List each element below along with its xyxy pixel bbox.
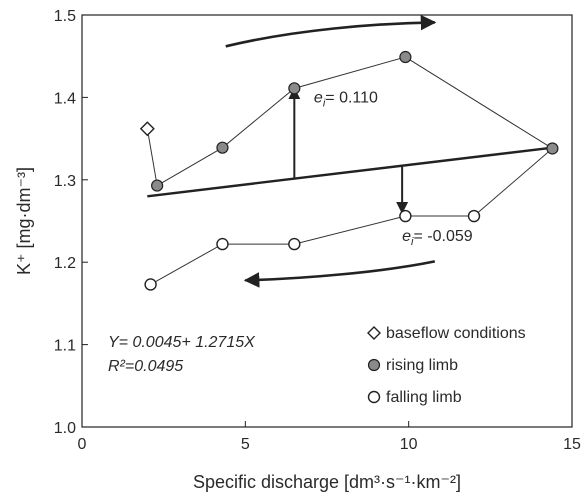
legend-label: rising limb: [386, 357, 458, 374]
y-tick-label: 1.2: [54, 255, 76, 272]
regression-line: [147, 146, 553, 198]
y-tick-label: 1.4: [54, 90, 76, 107]
point-falling-limb: [216, 237, 229, 251]
point-rising-limb: [546, 142, 559, 155]
point-rising-limb: [216, 141, 229, 154]
point-falling-limb: [399, 209, 412, 223]
point-rising-limb: [399, 50, 412, 64]
point-baseflow: [139, 121, 155, 137]
x-tick-label: 0: [78, 436, 87, 453]
point-rising-limb: [151, 179, 164, 192]
legend-item-baseflow: baseflow conditions: [367, 325, 526, 342]
legend-marker-rising-limb: [367, 358, 381, 372]
y-tick-label: 1.0: [54, 420, 76, 437]
flow-direction-arrow-left: [243, 260, 436, 288]
legend-item-rising-limb: rising limb: [367, 357, 458, 374]
legend-label: falling limb: [386, 389, 462, 406]
regression-r2: R²=0.0495: [108, 358, 183, 375]
residual-label: ei= 0.110: [314, 89, 378, 109]
point-falling-limb: [467, 209, 481, 223]
x-axis-label: Specific discharge [dm³·s⁻¹·km⁻²]: [193, 472, 461, 492]
point-rising-limb: [288, 82, 301, 95]
residual-label: ei= -0.059: [402, 228, 473, 248]
legend: baseflow conditions rising limb falling …: [367, 325, 526, 406]
x-tick-label: 15: [563, 436, 581, 453]
legend-marker-baseflow: [367, 326, 381, 340]
point-falling-limb: [288, 237, 301, 251]
x-tick-label: 10: [400, 436, 418, 453]
y-tick-label: 1.1: [54, 338, 76, 355]
y-tick-label: 1.5: [54, 8, 76, 25]
legend-marker-falling-limb: [367, 390, 381, 404]
x-tick-label: 5: [241, 436, 250, 453]
legend-item-falling-limb: falling limb: [367, 389, 462, 406]
regression-equation: Y= 0.0045+ 1.2715X: [108, 334, 256, 351]
y-axis-label: K⁺ [mg·dm⁻³]: [14, 167, 34, 275]
flow-direction-arrow-right: [225, 14, 437, 48]
plot-frame: [81, 14, 573, 428]
point-falling-limb: [144, 278, 157, 291]
legend-label: baseflow conditions: [386, 325, 526, 342]
y-tick-label: 1.3: [54, 173, 76, 190]
